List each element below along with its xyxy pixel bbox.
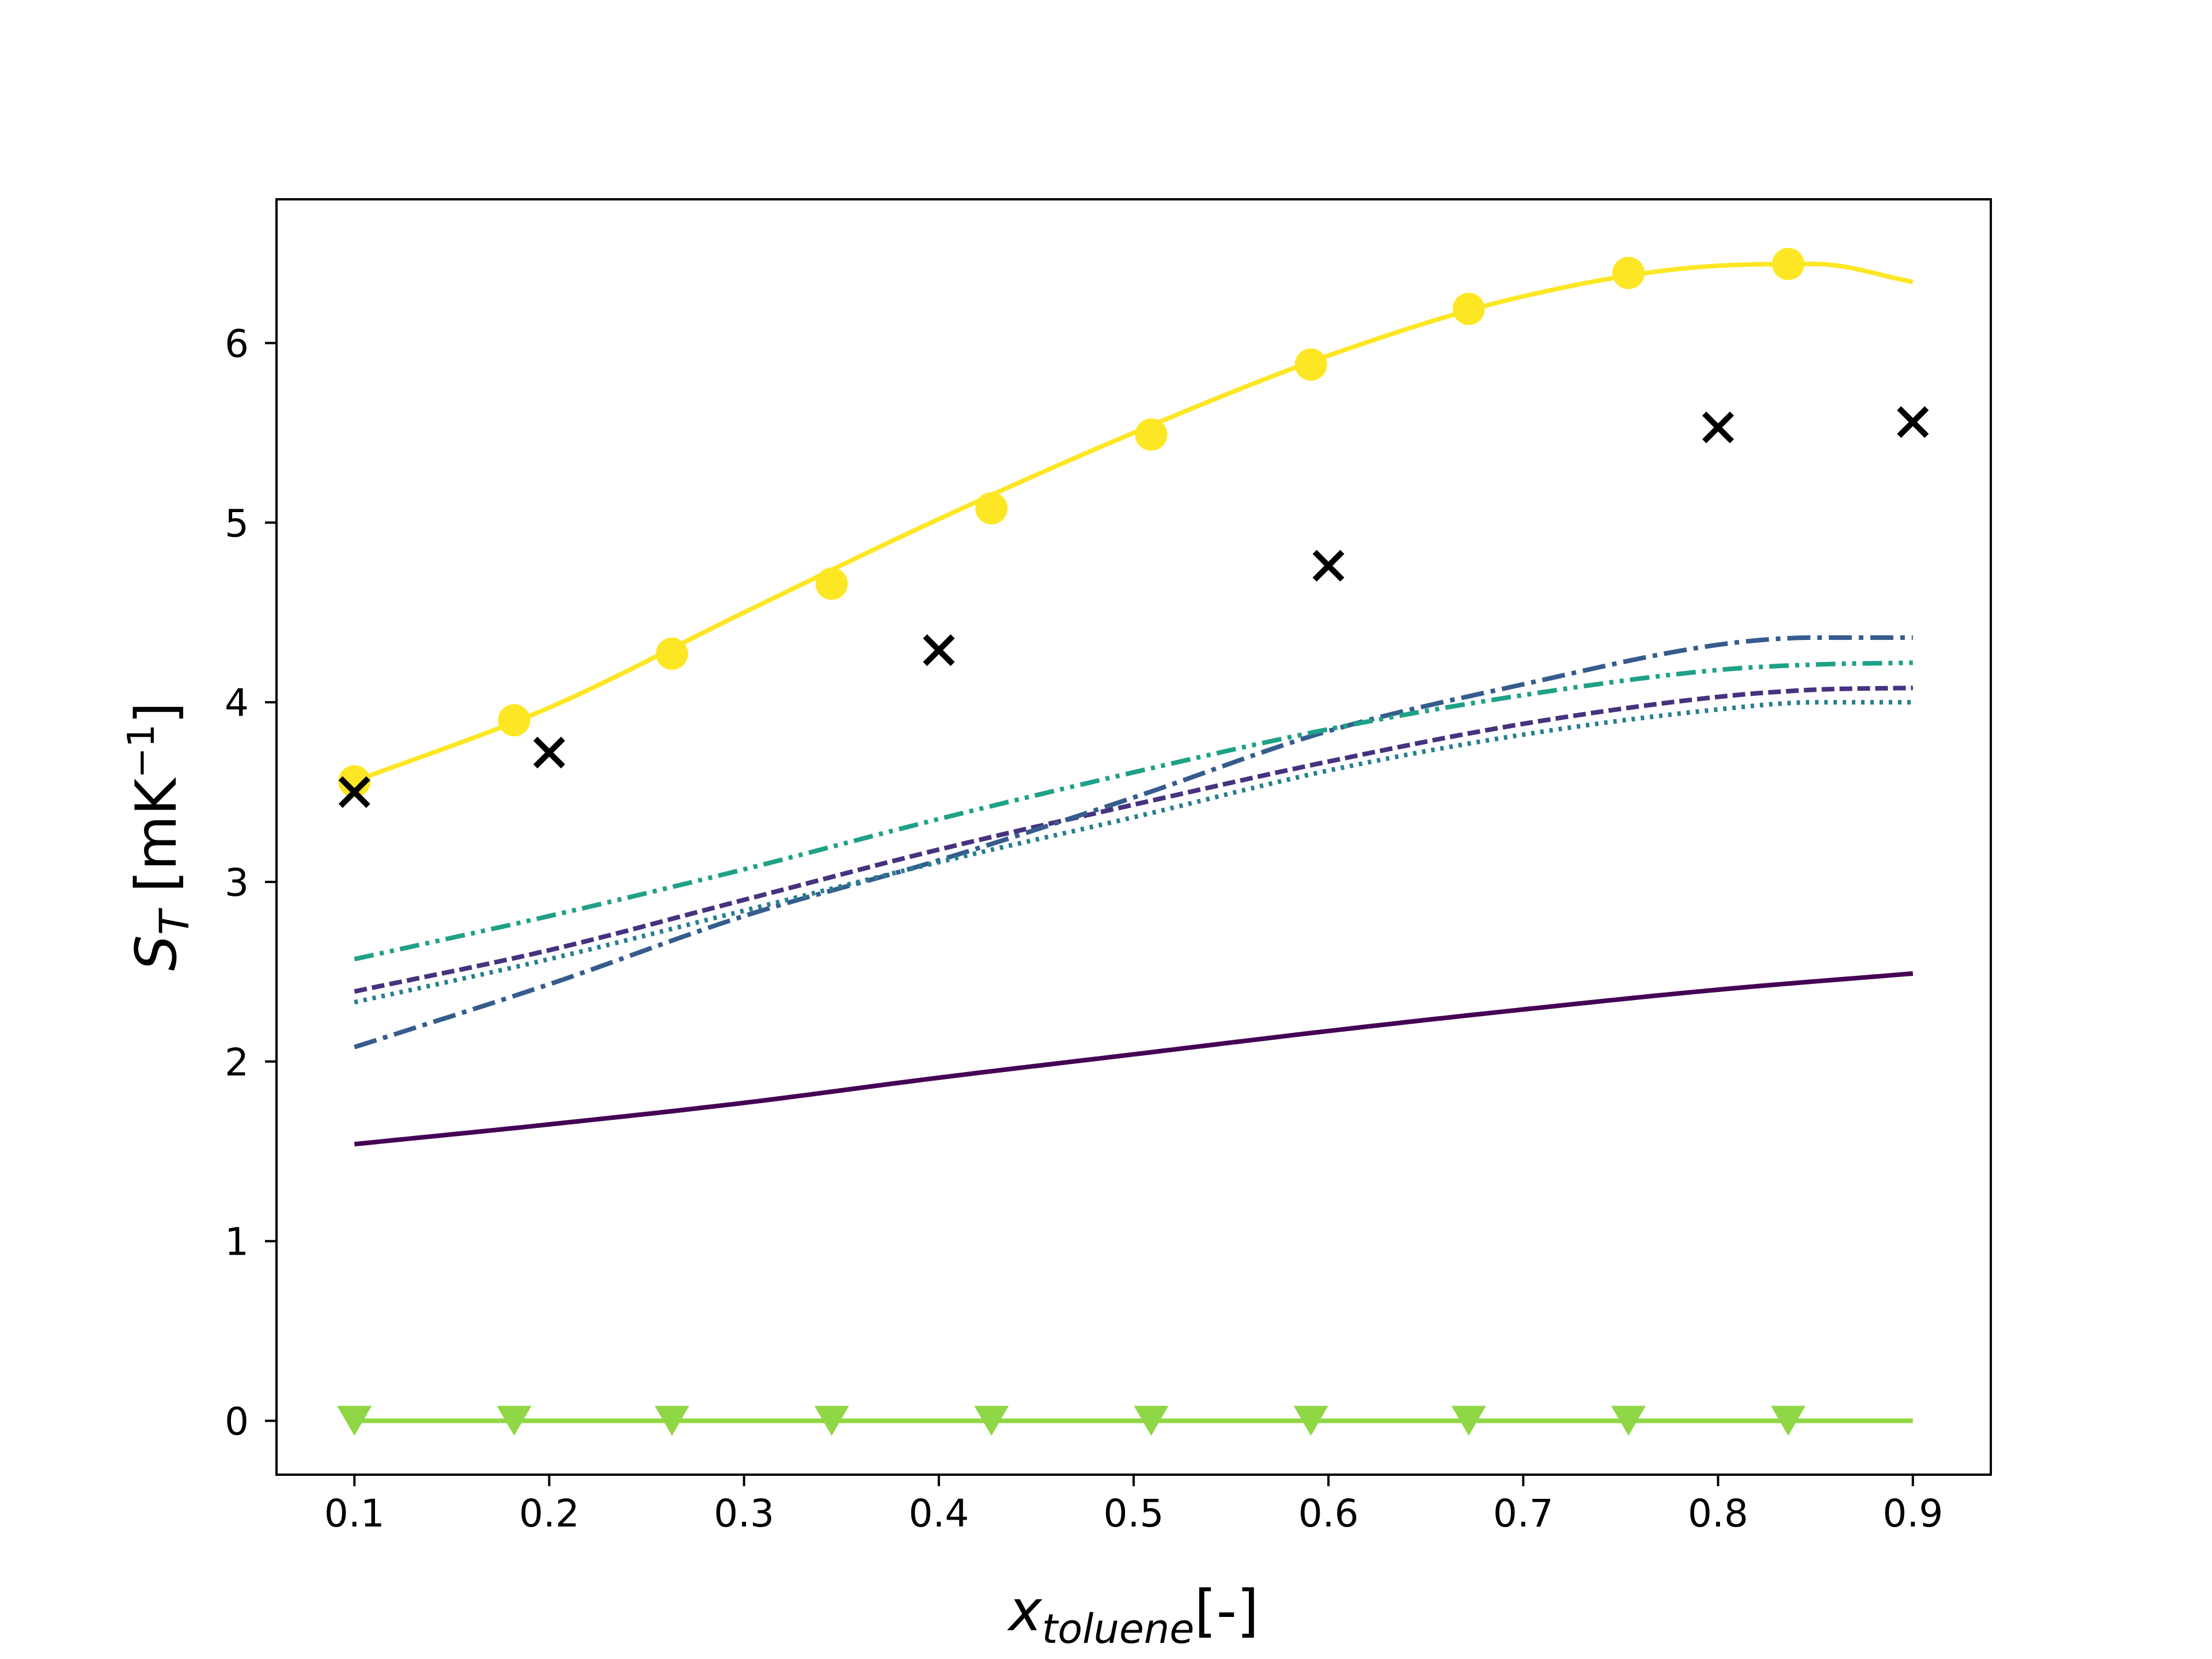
x-tick-label: 0.7	[1493, 1491, 1554, 1536]
experimental-x-marker	[338, 776, 370, 808]
series-6-triangle-marker	[974, 1406, 1009, 1436]
experimental-x-marker	[1702, 411, 1734, 444]
series-0-circle-marker	[1135, 418, 1168, 451]
series-6-triangle-marker	[1611, 1406, 1646, 1436]
experimental-x-marker	[533, 736, 565, 768]
series-6-triangle-marker	[497, 1406, 532, 1436]
x-tick-label: 0.9	[1883, 1491, 1943, 1536]
series-0-circle-marker	[1772, 248, 1805, 281]
x-axis-title: xtoluene[-]	[1007, 1578, 1259, 1653]
series-6-triangle-marker	[814, 1406, 849, 1436]
y-axis-title-sub: T	[151, 907, 198, 935]
y-tick-label: 4	[225, 681, 249, 725]
series-6-triangle-marker	[1134, 1406, 1169, 1436]
series-line-0	[353, 262, 1914, 784]
x-tick-label: 0.5	[1104, 1491, 1164, 1536]
x-tick-label: 0.6	[1298, 1491, 1359, 1536]
x-tick-label: 0.2	[519, 1491, 579, 1536]
x-axis-title-sub: toluene	[1042, 1605, 1195, 1653]
y-ticks: 0 1 2 3 4 5 6	[225, 321, 276, 1444]
x-tick-label: 0.4	[908, 1491, 969, 1536]
series-6-triangle-marker	[337, 1406, 372, 1436]
x-axis-title-suffix: [-]	[1194, 1578, 1259, 1644]
y-tick-label: 2	[225, 1040, 249, 1085]
marker-layer	[337, 248, 1929, 1436]
y-tick-label: 0	[225, 1399, 249, 1444]
experimental-x-marker	[1897, 406, 1929, 438]
y-axis-title-unit: [mK	[124, 777, 190, 911]
y-tick-label: 6	[225, 321, 249, 366]
y-tick-label: 5	[225, 501, 249, 546]
x-tick-label: 0.3	[714, 1491, 774, 1536]
y-axis-title-unit-close: ]	[124, 702, 190, 724]
series-layer	[353, 262, 1914, 1423]
series-0-circle-marker	[656, 637, 688, 670]
experimental-x-marker	[1312, 550, 1344, 582]
y-axis-title-base: S	[124, 935, 190, 971]
series-line-4	[354, 700, 1913, 1005]
series-6-triangle-marker	[654, 1406, 690, 1436]
series-0-circle-marker	[1452, 293, 1485, 325]
y-tick-label: 1	[225, 1220, 249, 1264]
x-axis-title-base: x	[1007, 1578, 1043, 1644]
series-6-triangle-marker	[1293, 1406, 1328, 1436]
experimental-x-marker	[923, 634, 955, 666]
series-0-circle-marker	[1294, 348, 1327, 381]
series-line-1	[354, 971, 1914, 1147]
series-0-circle-marker	[338, 765, 371, 798]
series-6-triangle-marker	[1451, 1406, 1486, 1436]
series-0-circle-marker	[1612, 256, 1645, 289]
y-axis-title-unit-sup: −1	[120, 724, 163, 778]
x-ticks: 0.1 0.2 0.3 0.4 0.5 0.6 0.7 0.8 0.9	[324, 1475, 1943, 1536]
series-line-3	[354, 635, 1913, 1050]
x-tick-label: 0.8	[1688, 1491, 1748, 1536]
x-tick-label: 0.1	[324, 1491, 385, 1536]
series-0-circle-marker	[498, 704, 531, 737]
series-0-circle-marker	[815, 567, 848, 600]
series-0-circle-marker	[975, 492, 1008, 525]
y-tick-label: 3	[225, 861, 249, 905]
y-axis-title-group: ST [mK−1]	[120, 702, 198, 971]
y-axis-title: ST [mK−1]	[120, 702, 198, 971]
series-line-2	[354, 685, 1913, 994]
series-6-triangle-marker	[1771, 1406, 1806, 1436]
series-line-5	[354, 660, 1913, 961]
